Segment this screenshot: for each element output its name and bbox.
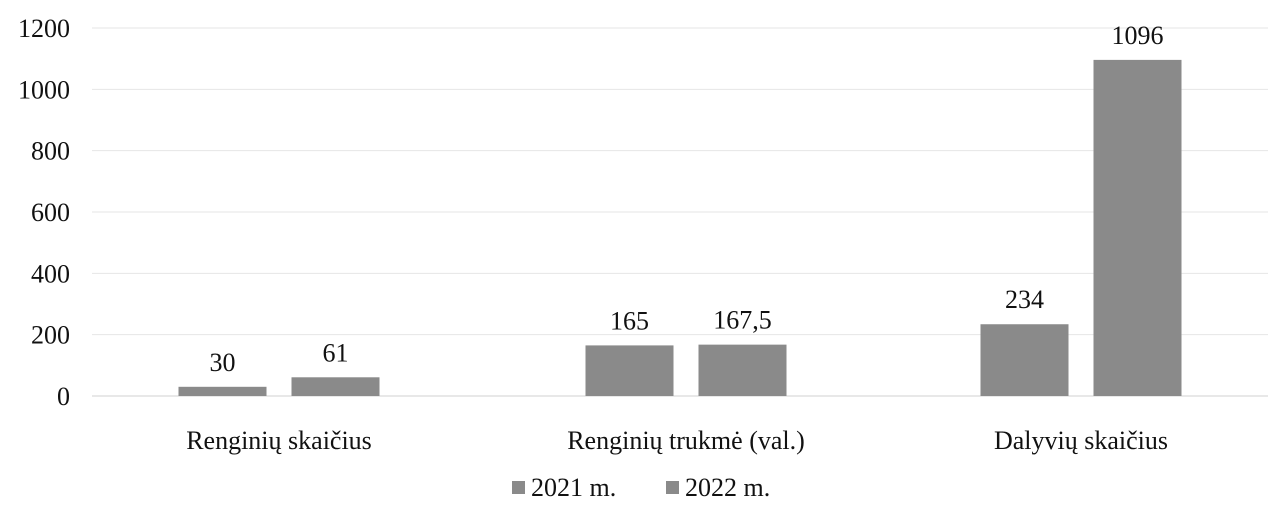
data-label: 1096 bbox=[1112, 21, 1164, 50]
x-tick-label: Dalyvių skaičius bbox=[994, 426, 1168, 455]
bar bbox=[980, 324, 1069, 396]
y-tick-label: 1000 bbox=[18, 75, 70, 104]
y-tick-label: 0 bbox=[57, 382, 70, 411]
bar bbox=[178, 386, 267, 396]
y-tick-label: 200 bbox=[31, 321, 70, 350]
x-tick-label: Renginių skaičius bbox=[186, 426, 372, 455]
y-tick-label: 400 bbox=[31, 259, 70, 288]
legend-label: 2022 m. bbox=[685, 473, 770, 502]
data-label: 165 bbox=[610, 306, 649, 335]
y-tick-label: 1200 bbox=[18, 14, 70, 43]
x-tick-label: Renginių trukmė (val.) bbox=[567, 426, 805, 455]
y-tick-label: 600 bbox=[31, 198, 70, 227]
bar bbox=[698, 344, 787, 396]
bar bbox=[585, 345, 674, 396]
data-label: 30 bbox=[210, 348, 236, 377]
data-label: 61 bbox=[323, 338, 349, 367]
data-label: 167,5 bbox=[713, 306, 772, 335]
bar bbox=[291, 377, 380, 396]
legend-swatch bbox=[512, 481, 525, 494]
bar bbox=[1093, 59, 1182, 396]
y-tick-label: 800 bbox=[31, 137, 70, 166]
legend-label: 2021 m. bbox=[531, 473, 616, 502]
data-label: 234 bbox=[1005, 285, 1044, 314]
legend-swatch bbox=[666, 481, 679, 494]
